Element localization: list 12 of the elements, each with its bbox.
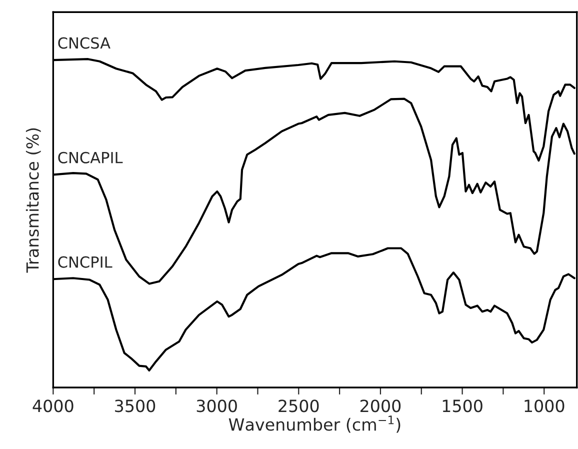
x-tick-label: 4000 xyxy=(32,400,74,412)
series-label: CNCSA xyxy=(58,37,110,49)
y-axis-title: Transmitance (%) xyxy=(26,128,41,273)
x-tick-label: 2000 xyxy=(360,400,401,412)
x-tick-label: 2500 xyxy=(278,400,319,412)
x-tick-label: 3500 xyxy=(115,400,156,412)
x-axis-title: Wavenumber (cm$^{−1}$) xyxy=(228,416,400,433)
series-label: CNCPIL xyxy=(58,256,112,268)
series-label: CNCAPIL xyxy=(58,152,123,164)
x-tick-label: 1500 xyxy=(442,400,482,412)
x-tick-label: 1000 xyxy=(524,400,564,412)
x-tick-label: 3000 xyxy=(196,400,237,412)
